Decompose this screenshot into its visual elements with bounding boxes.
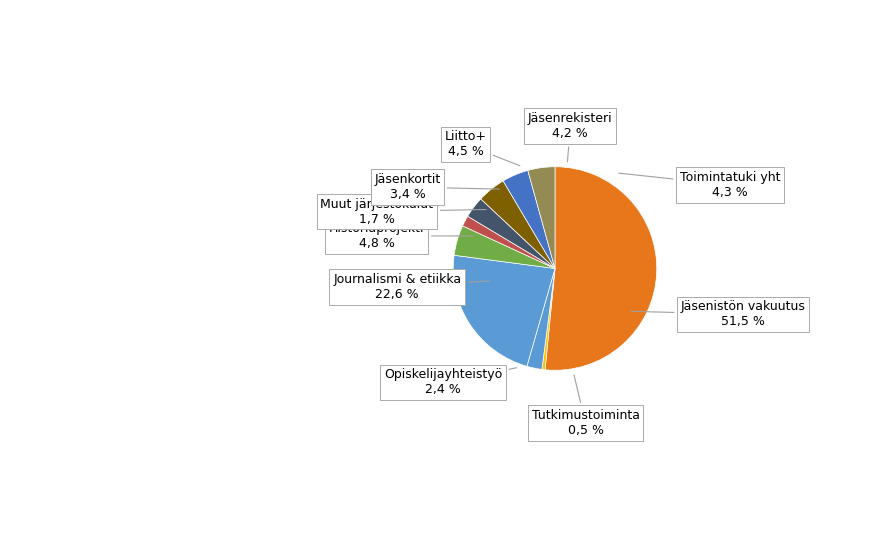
Text: Muut järjestökulut
1,7 %: Muut järjestökulut 1,7 % xyxy=(321,198,486,226)
Wedge shape xyxy=(463,216,555,268)
Text: Historiaprojekti
4,8 %: Historiaprojekti 4,8 % xyxy=(329,222,472,250)
Text: Jäsenrekisteri
4,2 %: Jäsenrekisteri 4,2 % xyxy=(528,112,613,162)
Text: Journalismi & etiikka
22,6 %: Journalismi & etiikka 22,6 % xyxy=(333,273,489,301)
Text: Jäsenkortit
3,4 %: Jäsenkortit 3,4 % xyxy=(375,173,499,201)
Wedge shape xyxy=(542,268,555,370)
Wedge shape xyxy=(453,255,555,366)
Wedge shape xyxy=(527,268,555,369)
Text: Opiskelijayhteistyö
2,4 %: Opiskelijayhteistyö 2,4 % xyxy=(384,368,517,396)
Wedge shape xyxy=(545,167,657,370)
Text: Toimintatuki yht
4,3 %: Toimintatuki yht 4,3 % xyxy=(619,171,781,199)
Text: Jäsenistön vakuutus
51,5 %: Jäsenistön vakuutus 51,5 % xyxy=(631,300,805,328)
Text: Tutkimustoiminta
0,5 %: Tutkimustoiminta 0,5 % xyxy=(532,375,639,437)
Wedge shape xyxy=(480,181,555,268)
Wedge shape xyxy=(503,170,555,268)
Wedge shape xyxy=(527,167,555,268)
Wedge shape xyxy=(454,226,555,268)
Wedge shape xyxy=(468,199,555,268)
Text: Liitto+
4,5 %: Liitto+ 4,5 % xyxy=(445,130,519,166)
